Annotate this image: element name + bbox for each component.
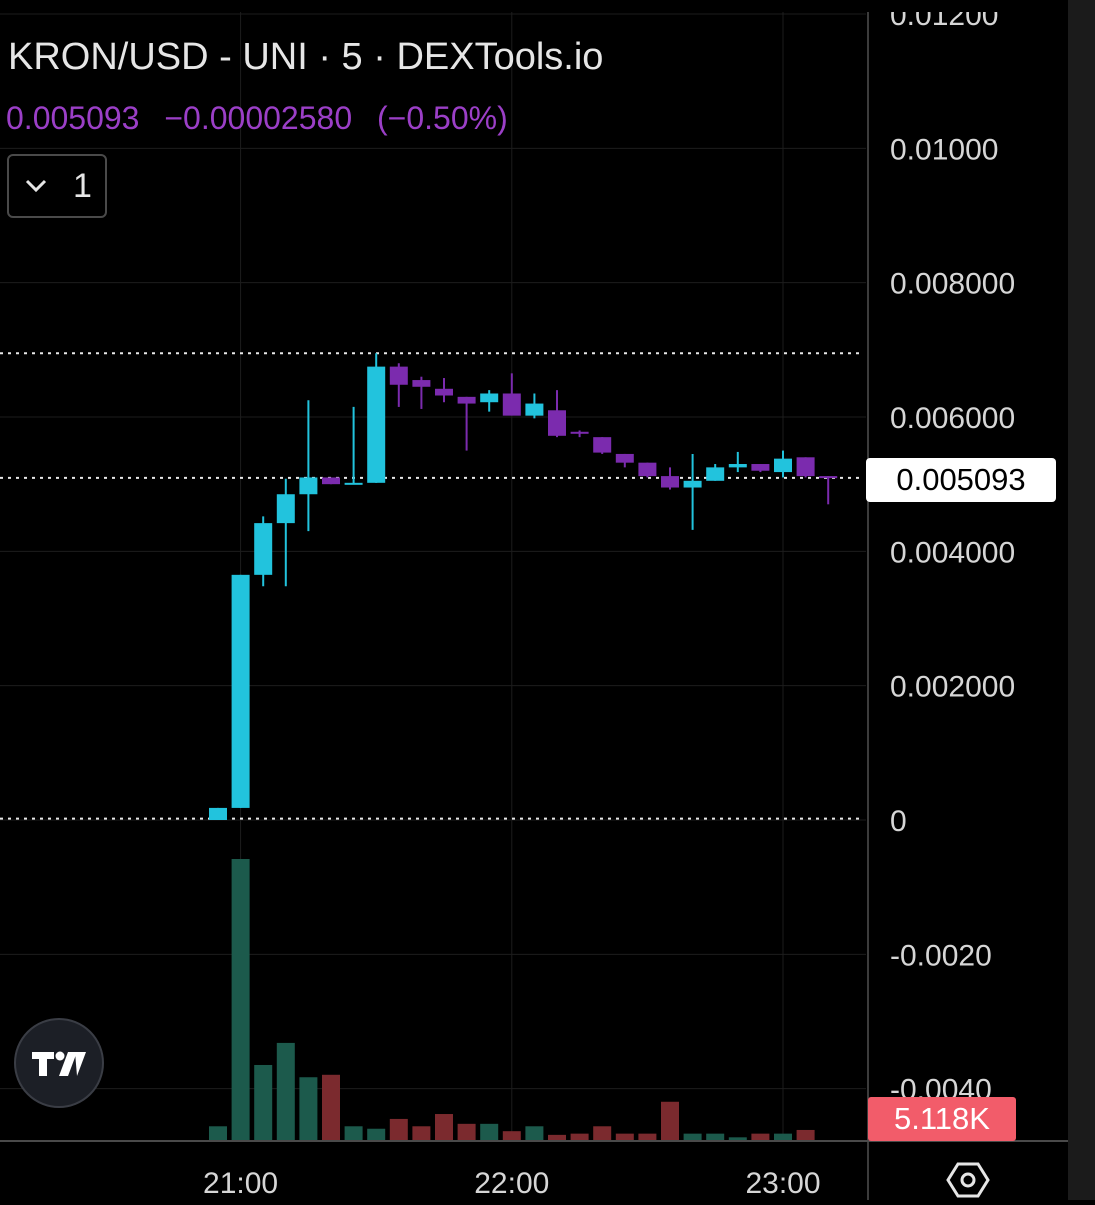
chart-title: KRON/USD - UNI · 5 · DEXTools.io — [8, 36, 604, 78]
x-tick-label: 22:00 — [474, 1167, 549, 1200]
chevron-down-icon — [25, 179, 47, 193]
candle-body — [276, 494, 295, 524]
volume-bar — [751, 1133, 770, 1141]
volume-bar — [435, 1114, 453, 1141]
volume-badge: 5.118K — [868, 1097, 1016, 1141]
candle-body — [548, 410, 566, 436]
candle-body — [638, 462, 657, 477]
price-change-value: −0.00002580 — [164, 100, 353, 136]
volume-bar — [502, 1131, 521, 1141]
candle-body — [367, 366, 386, 483]
y-tick-label: 0.006000 — [890, 402, 1015, 435]
y-tick-label: 0.01000 — [890, 133, 998, 166]
price-legend: 0.005093 −0.00002580 (−0.50%) — [6, 100, 524, 137]
gear-icon — [946, 1162, 990, 1198]
candle-body — [502, 393, 521, 416]
volume-bar — [209, 1126, 227, 1141]
price-change-percent: (−0.50%) — [377, 100, 508, 136]
candle-body — [683, 480, 702, 488]
last-price-badge: 0.005093 — [866, 458, 1056, 502]
candle-body — [706, 467, 725, 481]
volume-bar — [412, 1126, 431, 1141]
candle-body — [525, 403, 544, 416]
price-level-lines — [0, 352, 862, 820]
volume-bar — [322, 1074, 340, 1141]
x-tick-label: 23:00 — [745, 1167, 820, 1200]
last-price-value: 0.005093 — [6, 100, 140, 136]
candle-body — [480, 393, 499, 403]
volume-bar — [276, 1042, 295, 1141]
volume-bar — [231, 859, 250, 1141]
volume-bar — [683, 1133, 702, 1141]
candle-body — [774, 458, 792, 473]
volume-bar — [570, 1133, 589, 1141]
volume-bar — [457, 1123, 476, 1141]
volume-bar — [796, 1129, 815, 1141]
candle-body — [299, 477, 318, 495]
y-tick-label: 0.002000 — [890, 671, 1015, 704]
candle-body — [254, 523, 273, 575]
chart-settings-button[interactable] — [946, 1160, 990, 1200]
volume-bar — [254, 1064, 273, 1141]
indicator-count: 1 — [73, 166, 92, 205]
candle-body — [322, 477, 340, 485]
candle-body — [615, 453, 634, 463]
volume-bar — [367, 1128, 386, 1141]
volume-bar — [706, 1133, 725, 1141]
candlesticks — [209, 353, 838, 820]
candle-body — [661, 476, 679, 488]
candle-body — [819, 476, 838, 479]
volume-bar — [774, 1133, 792, 1141]
candle-body — [593, 437, 612, 453]
volume-bars — [209, 859, 815, 1141]
volume-bar — [344, 1126, 363, 1141]
candle-body — [344, 482, 363, 485]
y-tick-label: 0 — [890, 805, 907, 838]
y-tick-label: 0.004000 — [890, 536, 1015, 569]
top-edge — [0, 0, 1068, 12]
indicators-collapse-button[interactable]: 1 — [7, 154, 107, 218]
y-tick-label: -0.0020 — [890, 939, 992, 972]
candle-body — [209, 807, 227, 820]
candle-body — [231, 574, 250, 808]
volume-bar — [638, 1133, 657, 1141]
window-edge — [1068, 0, 1095, 1200]
volume-bar — [661, 1101, 679, 1141]
candle-body — [751, 464, 770, 471]
candle-body — [457, 396, 476, 404]
candle-body — [435, 388, 453, 396]
candle-body — [389, 366, 408, 385]
volume-bar — [615, 1133, 634, 1141]
volume-bar — [525, 1126, 544, 1141]
time-axis[interactable]: 21:00 22:00 23:00 — [203, 1167, 820, 1200]
candle-body — [728, 464, 747, 468]
chart-grid — [0, 0, 866, 1141]
candle-body — [412, 380, 431, 387]
volume-bar — [480, 1123, 499, 1141]
volume-bar — [593, 1126, 612, 1141]
volume-bar — [389, 1118, 408, 1141]
y-tick-label: 0.008000 — [890, 268, 1015, 301]
x-tick-label: 21:00 — [203, 1167, 278, 1200]
volume-bar — [728, 1137, 747, 1141]
tradingview-logo-icon[interactable] — [14, 1018, 104, 1108]
volume-bar — [299, 1077, 318, 1141]
candle-body — [796, 457, 815, 477]
volume-bar — [548, 1134, 566, 1141]
price-axis[interactable]: 0.012000.010000.0080000.0060000.0040000.… — [890, 0, 1015, 1107]
candle-body — [570, 431, 589, 434]
